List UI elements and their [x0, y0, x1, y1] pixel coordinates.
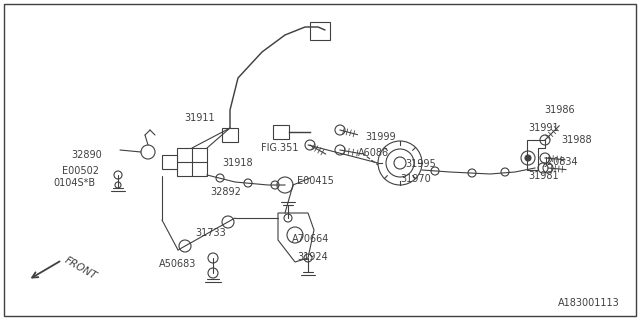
Bar: [162, 155, 177, 169]
Text: 31970: 31970: [400, 174, 431, 184]
Text: FRONT: FRONT: [63, 255, 99, 281]
Text: A70664: A70664: [292, 234, 330, 244]
Text: A50683: A50683: [159, 259, 196, 269]
Bar: [222, 128, 238, 142]
Bar: [310, 22, 330, 40]
Circle shape: [525, 155, 531, 161]
Text: 31986: 31986: [544, 105, 575, 115]
Text: A183001113: A183001113: [558, 298, 620, 308]
Text: A6086: A6086: [358, 148, 389, 158]
Text: E00415: E00415: [297, 176, 334, 186]
Text: J20834: J20834: [544, 157, 578, 167]
Polygon shape: [278, 213, 314, 262]
Text: 31999: 31999: [365, 132, 396, 142]
Text: 31995: 31995: [405, 159, 436, 169]
Text: 31911: 31911: [184, 113, 215, 123]
Text: FIG.351: FIG.351: [260, 143, 298, 153]
Text: E00502: E00502: [62, 166, 99, 176]
Bar: [177, 148, 207, 176]
Text: 31918: 31918: [222, 158, 253, 168]
Text: 31981: 31981: [528, 171, 559, 181]
Text: 32890: 32890: [71, 150, 102, 160]
Polygon shape: [527, 140, 545, 170]
Text: 0104S*B: 0104S*B: [54, 178, 96, 188]
Text: 31988: 31988: [561, 135, 591, 145]
Text: 32892: 32892: [210, 187, 241, 197]
Text: 31733: 31733: [195, 228, 226, 238]
Text: 31924: 31924: [297, 252, 328, 262]
Bar: [273, 125, 289, 139]
Text: 31991: 31991: [528, 123, 559, 133]
